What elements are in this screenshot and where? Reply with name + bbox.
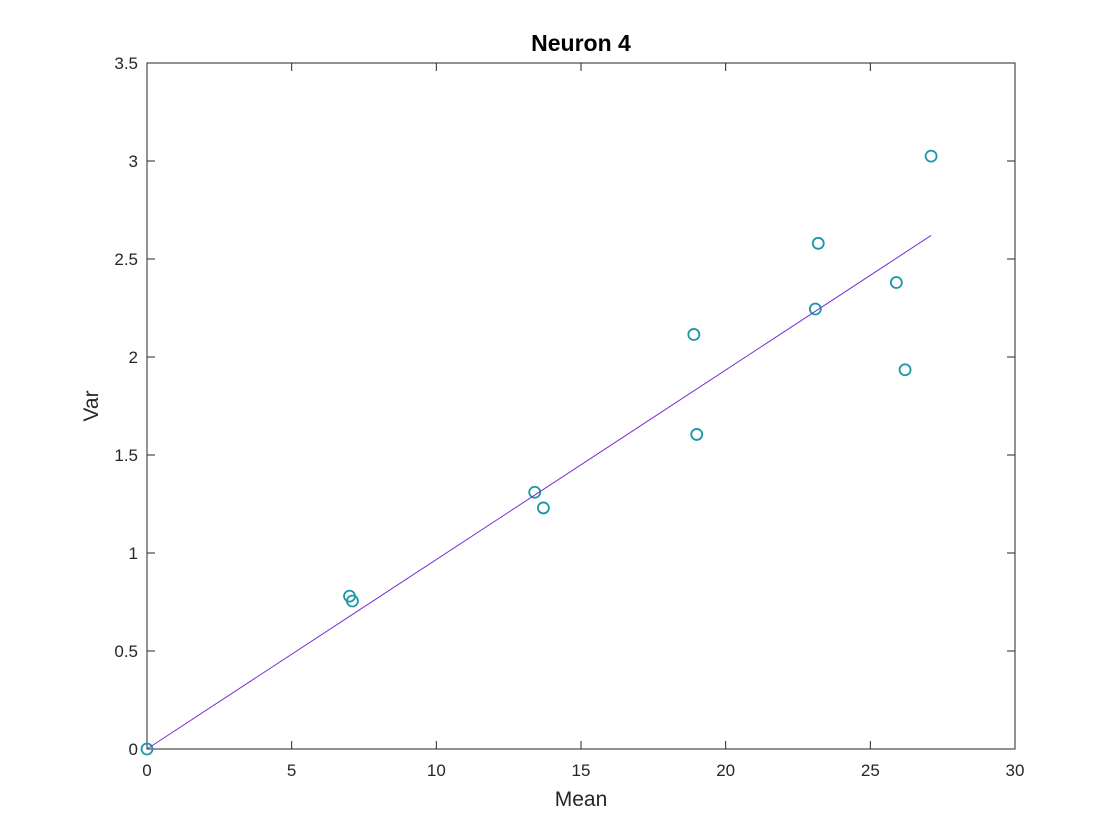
y-tick-label: 2 [129, 348, 138, 367]
data-point [898, 363, 912, 377]
x-tick-label: 5 [287, 761, 296, 780]
data-point [687, 328, 701, 341]
data-point [811, 236, 825, 250]
x-tick-label: 0 [142, 761, 151, 780]
x-tick-label: 30 [1006, 761, 1025, 780]
data-point [690, 428, 704, 441]
x-tick-label: 25 [861, 761, 880, 780]
x-tick-label: 20 [716, 761, 735, 780]
y-tick-label: 1.5 [114, 446, 138, 465]
data-point [889, 276, 903, 289]
y-axis-label: Var [80, 390, 103, 421]
y-tick-label: 3 [129, 152, 138, 171]
x-tick-label: 15 [572, 761, 591, 780]
y-tick-label: 2.5 [114, 250, 138, 269]
data-point [346, 594, 359, 608]
x-tick-label: 10 [427, 761, 446, 780]
data-marks [140, 149, 938, 756]
axis-ticks: 0 5 10 15 20 25 30 0 0.5 1 1.5 2 2.5 3 3.5 [114, 54, 1024, 780]
y-tick-label: 3.5 [114, 54, 138, 73]
data-point [924, 149, 938, 163]
y-tick-label: 0.5 [114, 642, 138, 661]
chart-title: Neuron 4 [531, 30, 631, 56]
data-point [536, 501, 550, 515]
y-tick-label: 0 [129, 740, 138, 759]
x-axis-label: Mean [555, 788, 608, 811]
data-point [808, 302, 822, 316]
fit-line [146, 235, 932, 750]
y-tick-label: 1 [129, 544, 138, 563]
plot-area [146, 62, 1016, 750]
data-point [140, 742, 154, 756]
data-point [528, 485, 542, 499]
